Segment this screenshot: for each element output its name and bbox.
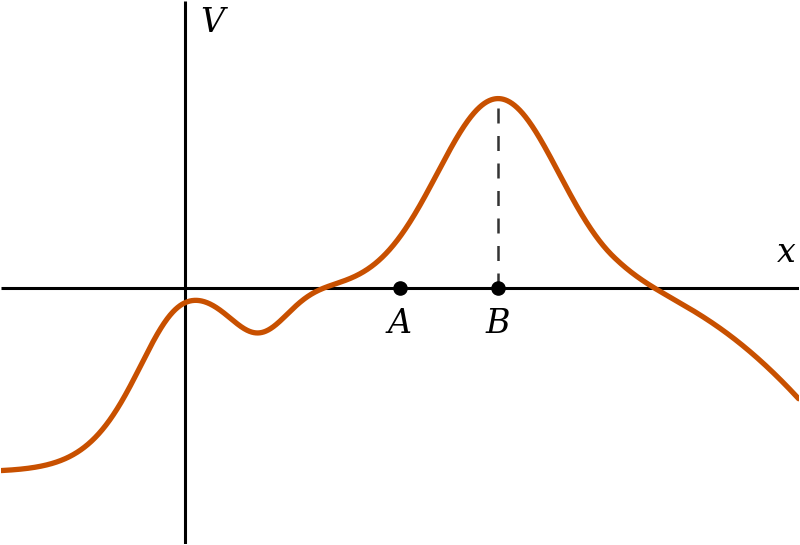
Point: [394, 283, 406, 292]
Text: A: A: [388, 308, 412, 340]
Point: [492, 283, 505, 292]
Text: V: V: [201, 7, 225, 39]
Text: x: x: [777, 238, 795, 269]
Text: B: B: [486, 308, 510, 340]
